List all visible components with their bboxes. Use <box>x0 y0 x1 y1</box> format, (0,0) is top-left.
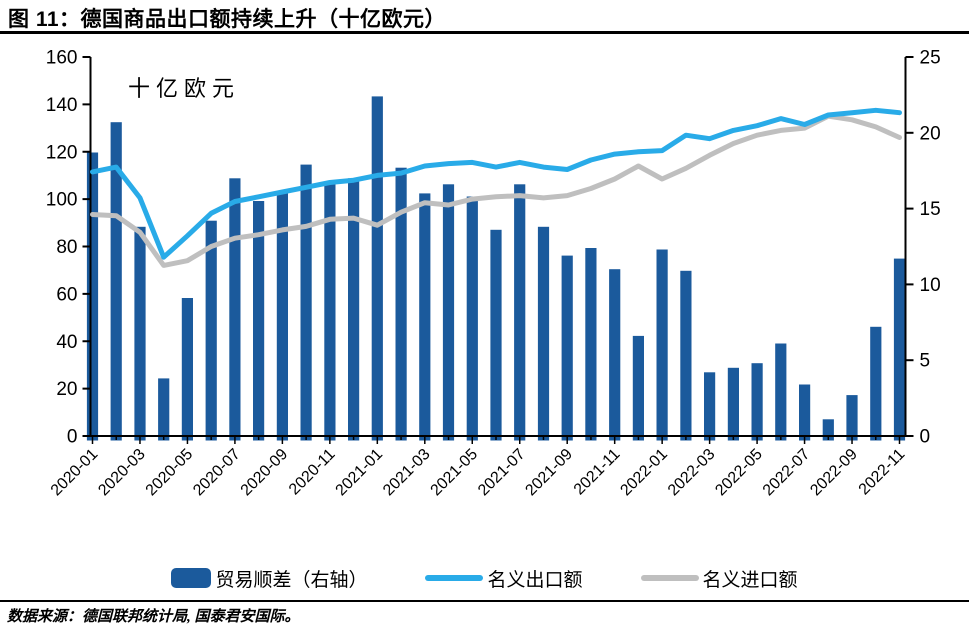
bar-2022-10 <box>870 326 882 441</box>
x-tick-label: 2020-07 <box>190 446 244 500</box>
bar-2022-03 <box>704 372 716 441</box>
bar-2020-03 <box>134 226 146 441</box>
legend-label-imports: 名义进口额 <box>702 569 798 591</box>
title-divider <box>0 31 969 34</box>
right-tick-label: 25 <box>920 48 941 69</box>
bar-2020-06 <box>205 220 217 441</box>
legend-label-trade-balance: 贸易顺差（右轴） <box>215 569 368 591</box>
x-tick-label: 2022-07 <box>760 446 814 500</box>
bar-2020-12 <box>348 178 360 441</box>
legend-item-imports: 名义进口额 <box>640 565 798 592</box>
bar-2022-02 <box>680 270 692 441</box>
imports-line <box>90 113 902 268</box>
bar-2020-05 <box>181 298 193 441</box>
bar-2022-07 <box>799 384 811 441</box>
legend-item-exports: 名义出口额 <box>425 565 583 592</box>
x-tick-label: 2020-03 <box>95 446 149 500</box>
line-swatch-icon <box>640 575 699 581</box>
bar-2021-03 <box>419 193 431 441</box>
bar-2022-11 <box>893 258 906 441</box>
bar-2021-06 <box>490 229 502 441</box>
bar-2022-01 <box>656 249 668 441</box>
bar-2021-08 <box>537 226 550 441</box>
bar-2022-04 <box>727 367 739 441</box>
x-tick-label: 2021-01 <box>333 446 387 500</box>
legend-item-trade-balance: 贸易顺差（右轴） <box>171 565 367 592</box>
left-axis-ticks: 0 20 40 60 80 100 120 140 160 <box>46 48 91 448</box>
x-tick-label: 2022-11 <box>856 446 909 499</box>
bar-2020-01 <box>86 152 99 441</box>
bar-2021-12 <box>632 335 644 441</box>
left-tick-label: 80 <box>56 237 77 258</box>
right-tick-label: 15 <box>920 199 941 220</box>
bar-2020-07 <box>229 178 241 441</box>
legend-label-exports: 名义出口额 <box>487 569 583 591</box>
exports-line <box>90 107 902 260</box>
x-tick-label: 2021-05 <box>428 446 482 500</box>
right-tick-label: 5 <box>920 351 931 372</box>
x-tick-label: 2022-01 <box>617 446 671 500</box>
bar-2021-05 <box>466 196 478 441</box>
right-tick-label: 0 <box>920 427 931 448</box>
x-tick-label: 2021-03 <box>380 446 434 500</box>
x-tick-label: 2021-11 <box>571 446 624 499</box>
left-tick-label: 160 <box>46 48 78 69</box>
left-tick-label: 120 <box>46 142 78 163</box>
left-tick-label: 60 <box>56 284 77 305</box>
bar-2022-05 <box>751 363 763 441</box>
bar-2022-08 <box>822 419 834 441</box>
x-tick-label: 2020-09 <box>238 446 292 500</box>
x-tick-label: 2021-09 <box>522 446 576 500</box>
left-tick-label: 100 <box>46 190 78 211</box>
bar-2020-10 <box>300 164 312 441</box>
source-divider <box>0 600 969 602</box>
x-tick-label: 2021-07 <box>475 446 529 500</box>
x-axis-ticks: 2020-012020-032020-052020-072020-092020-… <box>48 436 909 500</box>
data-source-note: 数据来源：德国联邦统计局, 国泰君安国际。 <box>7 609 300 625</box>
bar-2020-08 <box>253 201 265 441</box>
left-tick-label: 0 <box>67 427 78 448</box>
x-tick-label: 2022-09 <box>807 446 861 500</box>
chart-title: 图 11：德国商品出口额持续上升（十亿欧元） <box>8 8 447 31</box>
bar-2021-11 <box>609 269 621 441</box>
bar-2021-04 <box>442 184 455 441</box>
bar-2021-10 <box>585 248 597 441</box>
x-tick-label: 2020-05 <box>143 446 197 500</box>
x-tick-label: 2022-03 <box>665 446 719 500</box>
x-tick-label: 2022-05 <box>712 446 766 500</box>
x-tick-label: 2020-01 <box>48 446 102 500</box>
axis-unit-annotation: 十亿欧元 <box>128 76 240 101</box>
combo-chart: 02040608010012014016005101520252020-0120… <box>46 48 941 500</box>
left-tick-label: 140 <box>46 95 78 116</box>
bar-2022-06 <box>775 343 787 441</box>
line-swatch-icon <box>425 575 484 581</box>
chart-area: 0 20 40 60 80 100 120 140 160 0 5 10 15 20 25 2020-01 20… <box>0 38 969 558</box>
bar-2020-09 <box>276 193 288 441</box>
bar-2021-07 <box>514 184 526 441</box>
bar-2020-02 <box>110 122 122 441</box>
bar-swatch-icon <box>171 568 212 588</box>
bar-2020-11 <box>324 184 336 441</box>
right-tick-label: 10 <box>920 275 941 296</box>
right-tick-label: 20 <box>920 123 941 144</box>
right-axis-ticks: 0 5 10 15 20 25 <box>905 48 941 448</box>
bar-2020-04 <box>158 378 170 441</box>
bar-2022-09 <box>846 395 858 441</box>
bar-2021-09 <box>561 255 573 441</box>
left-tick-label: 40 <box>56 332 77 353</box>
left-tick-label: 20 <box>56 379 77 400</box>
bar-2021-01 <box>371 96 383 441</box>
chart-legend: 贸易顺差（右轴） 名义出口额 名义进口额 <box>0 560 969 596</box>
bar-2021-02 <box>395 167 407 441</box>
x-tick-label: 2020-11 <box>286 446 339 499</box>
bars-series-trade-balance <box>86 96 906 441</box>
